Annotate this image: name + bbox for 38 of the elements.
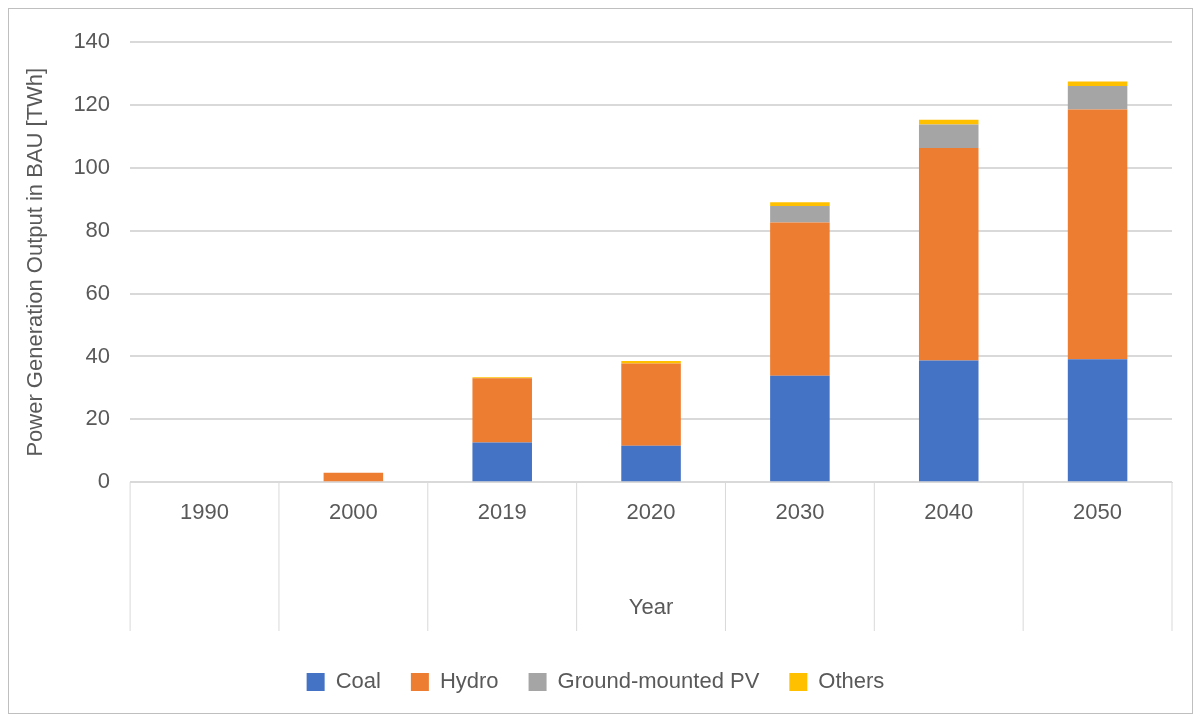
bar bbox=[1067, 359, 1128, 482]
y-axis-title: Power Generation Output in BAU [TWh] bbox=[22, 67, 48, 457]
y-tick-label: 120 bbox=[73, 91, 111, 117]
y-tick-label: 40 bbox=[85, 342, 111, 368]
bar bbox=[323, 472, 384, 482]
legend-label: Hydro bbox=[439, 668, 499, 694]
x-axis-title: Year bbox=[628, 593, 674, 619]
bar bbox=[472, 378, 532, 443]
legend-label: Ground-mounted PV bbox=[557, 668, 760, 694]
bar bbox=[770, 205, 830, 223]
y-tick-label: 100 bbox=[73, 153, 111, 179]
y-tick-label: 140 bbox=[73, 28, 111, 54]
x-tick-label: 2030 bbox=[775, 499, 825, 525]
bar bbox=[770, 375, 830, 482]
bar bbox=[918, 360, 979, 482]
x-tick-label: 2050 bbox=[1073, 499, 1123, 525]
y-tick-label: 20 bbox=[85, 405, 111, 431]
bar bbox=[918, 148, 979, 361]
bar bbox=[1067, 85, 1128, 110]
y-tick-label: 80 bbox=[85, 216, 111, 242]
x-tick-label: 2000 bbox=[328, 499, 378, 525]
bar bbox=[1067, 109, 1128, 360]
x-tick-label: 2040 bbox=[924, 499, 974, 525]
x-tick-label: 2019 bbox=[477, 499, 527, 525]
legend-label: Coal bbox=[335, 668, 381, 694]
bar bbox=[472, 442, 532, 482]
x-tick-label: 1990 bbox=[180, 499, 229, 525]
bar bbox=[918, 124, 979, 149]
bar bbox=[770, 222, 830, 376]
legend-label: Others bbox=[818, 668, 885, 694]
bar bbox=[621, 445, 681, 482]
bar bbox=[918, 119, 979, 125]
bar bbox=[621, 363, 681, 446]
y-tick-label: 0 bbox=[97, 468, 111, 494]
y-tick-label: 60 bbox=[85, 279, 111, 305]
bar bbox=[1067, 81, 1128, 86]
bar bbox=[770, 202, 830, 206]
x-tick-label: 2020 bbox=[626, 499, 676, 525]
